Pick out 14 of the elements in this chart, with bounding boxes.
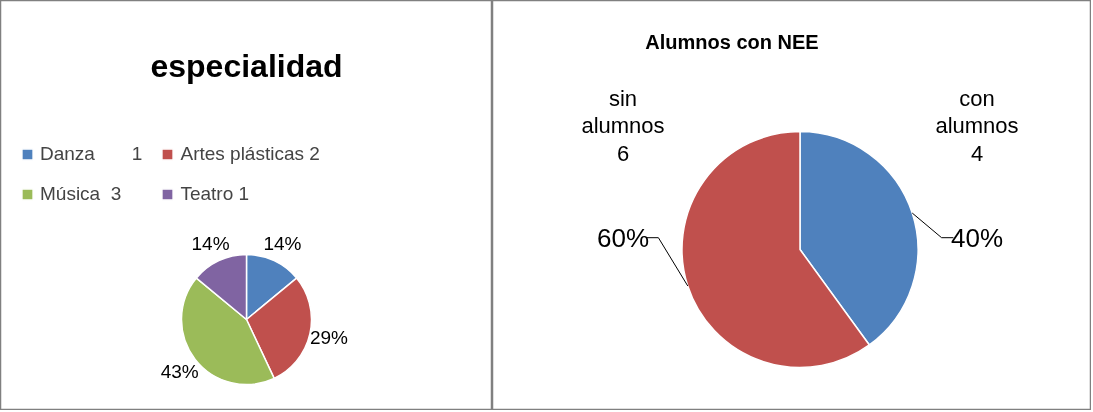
data-label: 43% bbox=[160, 360, 199, 382]
slice-label: sin alumnos 6 bbox=[581, 85, 665, 166]
data-label: 60% bbox=[596, 222, 650, 253]
data-label: 14% bbox=[191, 232, 230, 254]
legend-label: Música 3 bbox=[40, 183, 122, 205]
data-label: 40% bbox=[950, 222, 1004, 253]
chart-title: Alumnos con NEE bbox=[645, 30, 819, 53]
chart-title: especialidad bbox=[150, 47, 343, 84]
slice-label: con alumnos 4 bbox=[935, 85, 1019, 166]
data-label: 29% bbox=[309, 327, 349, 349]
legend-label: Artes plásticas 2 bbox=[180, 143, 320, 165]
legend-label: Teatro 1 bbox=[180, 183, 250, 205]
legend-label: Danza 1 bbox=[40, 143, 143, 165]
data-label: 14% bbox=[263, 232, 302, 254]
